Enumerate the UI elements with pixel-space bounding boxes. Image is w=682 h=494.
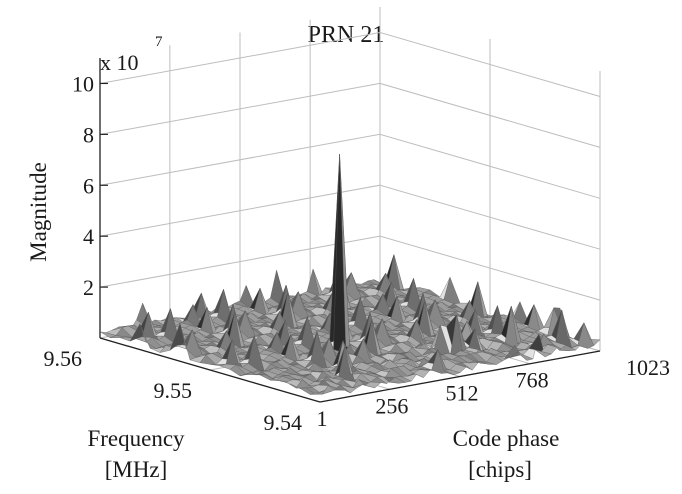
z-tick-label-4: 10 bbox=[72, 71, 94, 96]
z-tick-label-2: 6 bbox=[83, 173, 94, 198]
y-tick-label-0: 9.54 bbox=[264, 410, 303, 435]
grid-line-z-3 bbox=[99, 133, 601, 199]
y-tick-label-1: 9.55 bbox=[154, 378, 193, 403]
chart-title: PRN 21 bbox=[308, 22, 385, 48]
grid-line-z-1 bbox=[99, 235, 601, 301]
z-scale-factor: x 10 bbox=[100, 50, 139, 75]
x-tick-label-0: 1 bbox=[317, 406, 328, 431]
y-tick-label-2: 9.56 bbox=[44, 346, 83, 371]
z-axis-label: Magnitude bbox=[26, 162, 51, 262]
z-scale-exponent: 7 bbox=[155, 34, 163, 50]
grid-line-z-5 bbox=[99, 31, 601, 97]
x-axis-label-line2: [chips] bbox=[468, 457, 532, 482]
surface-cell bbox=[443, 276, 461, 304]
surface-cell bbox=[583, 322, 601, 346]
y-axis-label-line1: Frequency bbox=[87, 426, 185, 451]
tick-labels: 2 4 6 8 10 1 256 512 768 1023 9.54 9.55 9.56 bbox=[44, 71, 671, 435]
x-axis-label-line1: Code phase bbox=[453, 426, 560, 451]
z-tick-label-3: 8 bbox=[83, 122, 94, 147]
x-tick-label-3: 768 bbox=[516, 368, 549, 393]
x-axis-line bbox=[319, 350, 601, 403]
x-tick-label-2: 512 bbox=[446, 381, 479, 406]
grid-line-z-4 bbox=[99, 82, 601, 148]
x-tick-label-4: 1023 bbox=[626, 355, 670, 380]
y-axis-line bbox=[99, 337, 321, 403]
z-tick-label-1: 4 bbox=[83, 224, 94, 249]
x-tick-label-1: 256 bbox=[375, 393, 408, 418]
axes bbox=[99, 58, 601, 403]
y-axis-label-line2: [MHz] bbox=[105, 457, 168, 482]
grid-line-z-2 bbox=[99, 184, 601, 250]
z-tick-label-0: 2 bbox=[83, 275, 94, 300]
surface-mesh bbox=[99, 154, 601, 395]
